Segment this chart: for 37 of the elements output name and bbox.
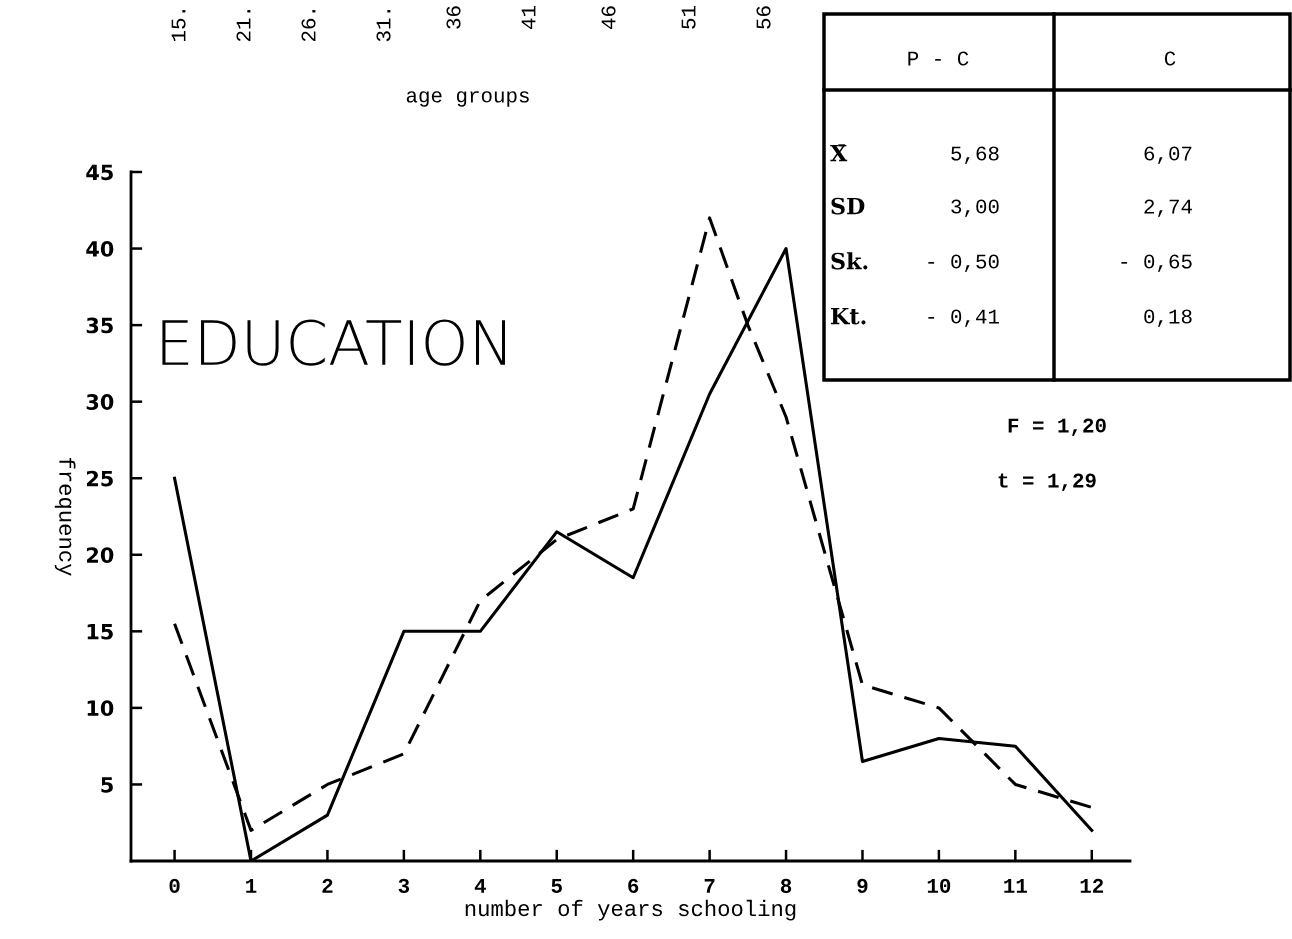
x-axis-title: number of years schooling [465, 899, 796, 921]
y-tick-label: 30 [86, 394, 114, 410]
text: 26. [301, 10, 316, 42]
text: 51 [681, 6, 696, 29]
x-tick-label: 4 [474, 879, 486, 893]
text: 21. [236, 10, 251, 42]
x-tick-label: 7 [704, 879, 715, 893]
text: 15. [171, 10, 186, 41]
y-tick-label: 40 [86, 241, 114, 257]
x-tick-label: 2 [322, 878, 333, 893]
text: 36 [446, 6, 461, 29]
y-tick-label: 25 [86, 470, 113, 487]
text: 56 [756, 6, 771, 29]
y-tick-label: 5 [101, 777, 113, 793]
x-tick-label: 1 [246, 879, 257, 893]
text: 46 [601, 6, 616, 29]
x-tick-label: 12 [1080, 878, 1104, 893]
x-tick-label: 6 [628, 878, 639, 893]
y-tick-label: 20 [86, 547, 114, 563]
text: EDUCATION [162, 319, 505, 366]
x-tick-label: 0 [169, 878, 180, 893]
x-tick-label: 8 [780, 878, 792, 893]
x-tick-label: 9 [857, 878, 868, 893]
x-tick-label: 5 [551, 879, 562, 893]
y-tick-label: 45 [86, 164, 113, 181]
x-tick-label: 3 [398, 878, 410, 893]
annotation: F = 1,20 [1008, 418, 1106, 437]
x-tick-label: 11 [1004, 879, 1027, 893]
text: age groups [406, 91, 529, 107]
x-tick-label: 10 [927, 878, 951, 893]
y-tick-label: 35 [86, 317, 113, 334]
y-tick-label: 10 [87, 700, 114, 717]
annotation: t = 1,29 [998, 473, 1096, 492]
text: 41 [521, 6, 536, 29]
y-axis-title: frequency [54, 457, 76, 576]
text: 31. [376, 10, 391, 42]
y-tick-label: 15 [87, 624, 113, 640]
